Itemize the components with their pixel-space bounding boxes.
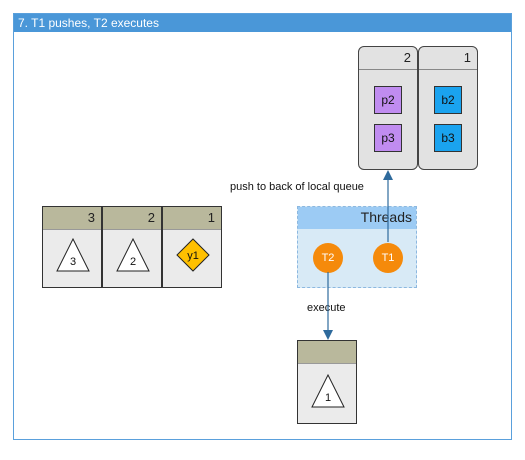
threads-title: Threads	[360, 209, 412, 225]
executing-header	[298, 341, 356, 364]
diamond-task-icon: y1	[176, 238, 210, 272]
svg-text:1: 1	[325, 392, 331, 404]
thread-t2: T2	[313, 243, 343, 273]
local-queue-1: 1 b2 b3	[418, 46, 478, 170]
task-b3: b3	[434, 124, 462, 152]
local-queue-header: 1	[419, 47, 477, 70]
svg-text:2: 2	[130, 256, 136, 268]
task-b2: b2	[434, 86, 462, 114]
task-p3: p3	[374, 124, 402, 152]
svg-text:3: 3	[70, 256, 76, 268]
push-label: push to back of local queue	[230, 181, 364, 193]
local-queue-2: 2 p2 p3	[358, 46, 418, 170]
thread-t1: T1	[373, 243, 403, 273]
local-queue-id: 2	[403, 50, 411, 65]
frame-title: 7. T1 pushes, T2 executes	[14, 14, 511, 32]
global-queue-slot-3: 3 3	[42, 206, 102, 288]
svg-text:y1: y1	[187, 250, 199, 262]
task-p2: p2	[374, 86, 402, 114]
triangle-task-icon: 2	[116, 237, 150, 272]
slot-id: 2	[147, 210, 155, 225]
global-queue-slot-2: 2 2	[102, 206, 162, 288]
triangle-task-icon: 1	[311, 373, 345, 408]
slot-id: 1	[207, 210, 215, 225]
global-queue-slot-1: 1 y1	[162, 206, 222, 288]
slot-id: 3	[87, 210, 95, 225]
threads-pool: Threads T2 T1	[297, 206, 417, 288]
triangle-task-icon: 3	[56, 237, 90, 272]
execute-label: execute	[307, 302, 346, 314]
executing-slot: 1	[297, 340, 357, 424]
local-queue-header: 2	[359, 47, 417, 70]
push-arrow	[383, 170, 393, 242]
local-queue-id: 1	[463, 50, 471, 65]
execute-arrow	[323, 272, 333, 340]
threads-header: Threads	[298, 207, 416, 229]
